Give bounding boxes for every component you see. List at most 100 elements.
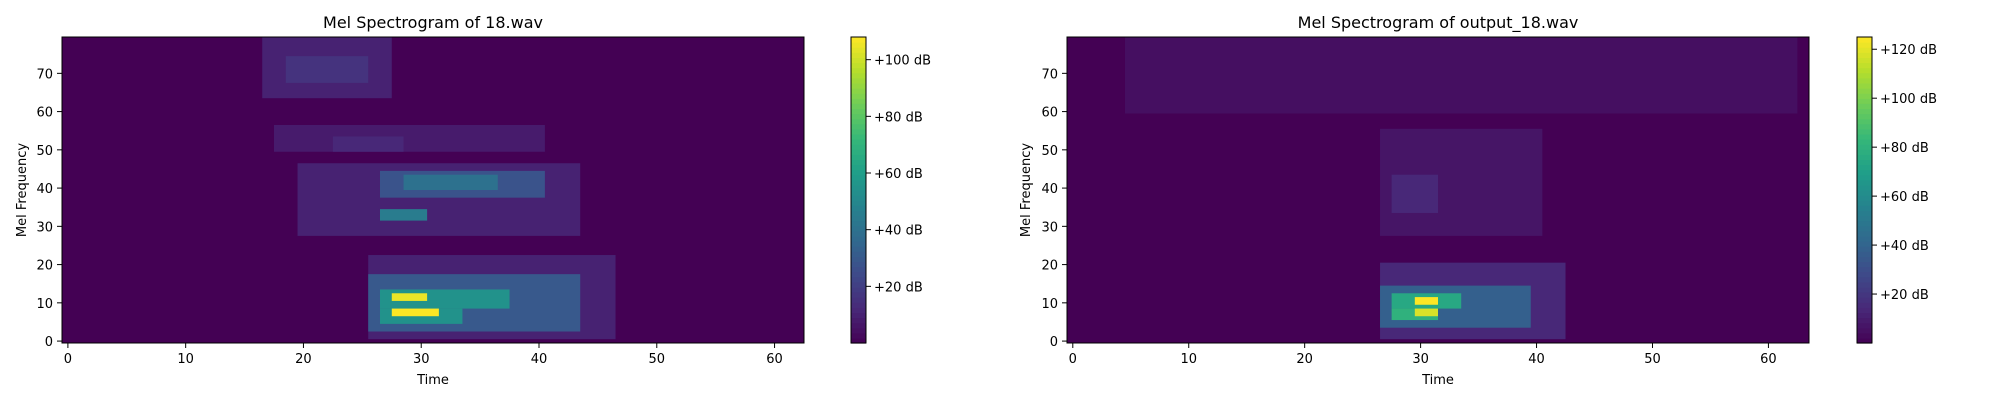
colorbar-segment — [1857, 179, 1872, 186]
x-tick-label: 40 — [1528, 352, 1545, 367]
colorbar-segment — [1857, 37, 1872, 43]
colorbar-segment — [851, 128, 866, 135]
colorbar-segment — [851, 200, 866, 206]
x-tick-label: 60 — [1760, 352, 1777, 367]
colorbar-segment — [1857, 128, 1872, 135]
x-tick-label: 40 — [531, 352, 548, 367]
colorbar-segment — [1857, 322, 1872, 329]
colorbar-gradient-left — [851, 37, 866, 344]
colorbar-segment — [851, 184, 866, 191]
heatmap-cell — [391, 308, 439, 317]
colorbar-segment — [851, 57, 866, 64]
colorbar-segment — [1857, 88, 1872, 94]
colorbar-segment — [1857, 174, 1872, 181]
colorbar-segment — [851, 47, 866, 53]
colorbar-segment — [1857, 281, 1872, 288]
colorbar-segment — [851, 302, 866, 308]
x-tick-label: 50 — [649, 352, 666, 367]
chart-title-right: Mel Spectrogram of output_18.wav — [1298, 13, 1579, 33]
colorbar-segment — [1857, 52, 1872, 58]
colorbar-segment — [1857, 159, 1872, 166]
heatmap-cells-right — [1067, 37, 1809, 343]
colorbar-tick-label: +40 dB — [1880, 239, 1929, 254]
colorbar-segment — [1857, 337, 1872, 344]
heatmap-cell — [332, 136, 404, 152]
x-tick-label: 0 — [1069, 352, 1077, 367]
colorbar-segment — [1857, 42, 1872, 48]
x-tick-label: 10 — [177, 352, 194, 367]
colorbar-segment — [1857, 72, 1872, 79]
colorbar-segment — [851, 215, 866, 222]
y-axis-label-right: Mel Frequency — [1019, 143, 1034, 237]
colorbar-left: +20 dB +40 dB +60 dB +80 dB +100 dB — [850, 36, 931, 344]
x-tick-label: 20 — [295, 352, 312, 367]
colorbar-segment — [851, 225, 866, 232]
colorbar-segment — [1857, 108, 1872, 115]
colorbar-segment — [851, 261, 866, 268]
colorbar-segment — [851, 149, 866, 155]
colorbar-segment — [1857, 149, 1872, 155]
colorbar-segment — [851, 154, 866, 160]
heatmap-cell — [1124, 37, 1798, 114]
y-ticks-right: 0 10 20 30 40 50 60 70 — [1041, 67, 1067, 350]
colorbar-segment — [851, 72, 866, 79]
colorbar-segment — [1857, 62, 1872, 69]
colorbar-segment — [851, 312, 866, 319]
x-ticks-right: 0 10 20 30 40 50 60 — [1069, 343, 1777, 367]
colorbar-right: +20 dB +40 dB +60 dB +80 dB +100 dB +120 dB — [1856, 36, 1937, 344]
colorbar-segment — [851, 88, 866, 94]
colorbar-tick-label: +60 dB — [874, 167, 923, 182]
colorbar-segment — [1857, 67, 1872, 74]
colorbar-ticks-right: +20 dB +40 dB +60 dB +80 dB +100 dB +120 dB — [1872, 43, 1937, 303]
x-tick-label: 50 — [1644, 352, 1661, 367]
colorbar-tick-label: +120 dB — [1880, 43, 1937, 58]
colorbar-segment — [851, 332, 866, 339]
colorbar-segment — [1857, 57, 1872, 64]
colorbar-segment — [851, 337, 866, 344]
colorbar-segment — [851, 133, 866, 140]
y-axis-label-left: Mel Frequency — [15, 143, 30, 237]
y-tick-label: 70 — [1041, 67, 1058, 82]
y-tick-label: 10 — [36, 297, 53, 312]
x-ticks-left: 0 10 20 30 40 50 60 — [64, 343, 783, 367]
colorbar-segment — [851, 77, 866, 84]
colorbar-tick-label: +80 dB — [874, 110, 923, 125]
colorbar-segment — [851, 205, 866, 211]
y-tick-label: 20 — [1041, 259, 1058, 274]
y-tick-label: 30 — [1041, 220, 1058, 235]
colorbar-segment — [1857, 113, 1872, 120]
colorbar-segment — [1857, 292, 1872, 298]
x-tick-label: 20 — [1296, 352, 1313, 367]
colorbar-segment — [1857, 139, 1872, 145]
colorbar-segment — [1857, 271, 1872, 278]
colorbar-segment — [851, 62, 866, 69]
colorbar-segment — [1857, 302, 1872, 308]
colorbar-segment — [851, 139, 866, 145]
colorbar-segment — [851, 159, 866, 166]
colorbar-segment — [851, 37, 866, 43]
colorbar-segment — [851, 322, 866, 329]
y-ticks-left: 0 10 20 30 40 50 60 70 — [36, 67, 62, 350]
colorbar-segment — [851, 230, 866, 237]
colorbar-segment — [851, 292, 866, 298]
colorbar-segment — [851, 297, 866, 303]
heatmap-cells-left — [62, 37, 804, 343]
colorbar-segment — [851, 93, 866, 99]
colorbar-segment — [1857, 205, 1872, 211]
y-tick-label: 0 — [1050, 335, 1058, 350]
colorbar-segment — [1857, 190, 1872, 196]
y-tick-label: 50 — [36, 144, 53, 159]
colorbar-segment — [851, 103, 866, 109]
colorbar-segment — [1857, 82, 1872, 89]
colorbar-segment — [1857, 184, 1872, 191]
colorbar-segment — [851, 67, 866, 74]
y-tick-label: 10 — [1041, 297, 1058, 312]
colorbar-segment — [851, 179, 866, 186]
colorbar-segment — [851, 327, 866, 334]
colorbar-tick-label: +20 dB — [1880, 288, 1929, 303]
colorbar-segment — [851, 144, 866, 150]
colorbar-segment — [1857, 225, 1872, 232]
colorbar-segment — [851, 123, 866, 130]
x-tick-label: 0 — [64, 352, 72, 367]
colorbar-segment — [851, 241, 866, 247]
